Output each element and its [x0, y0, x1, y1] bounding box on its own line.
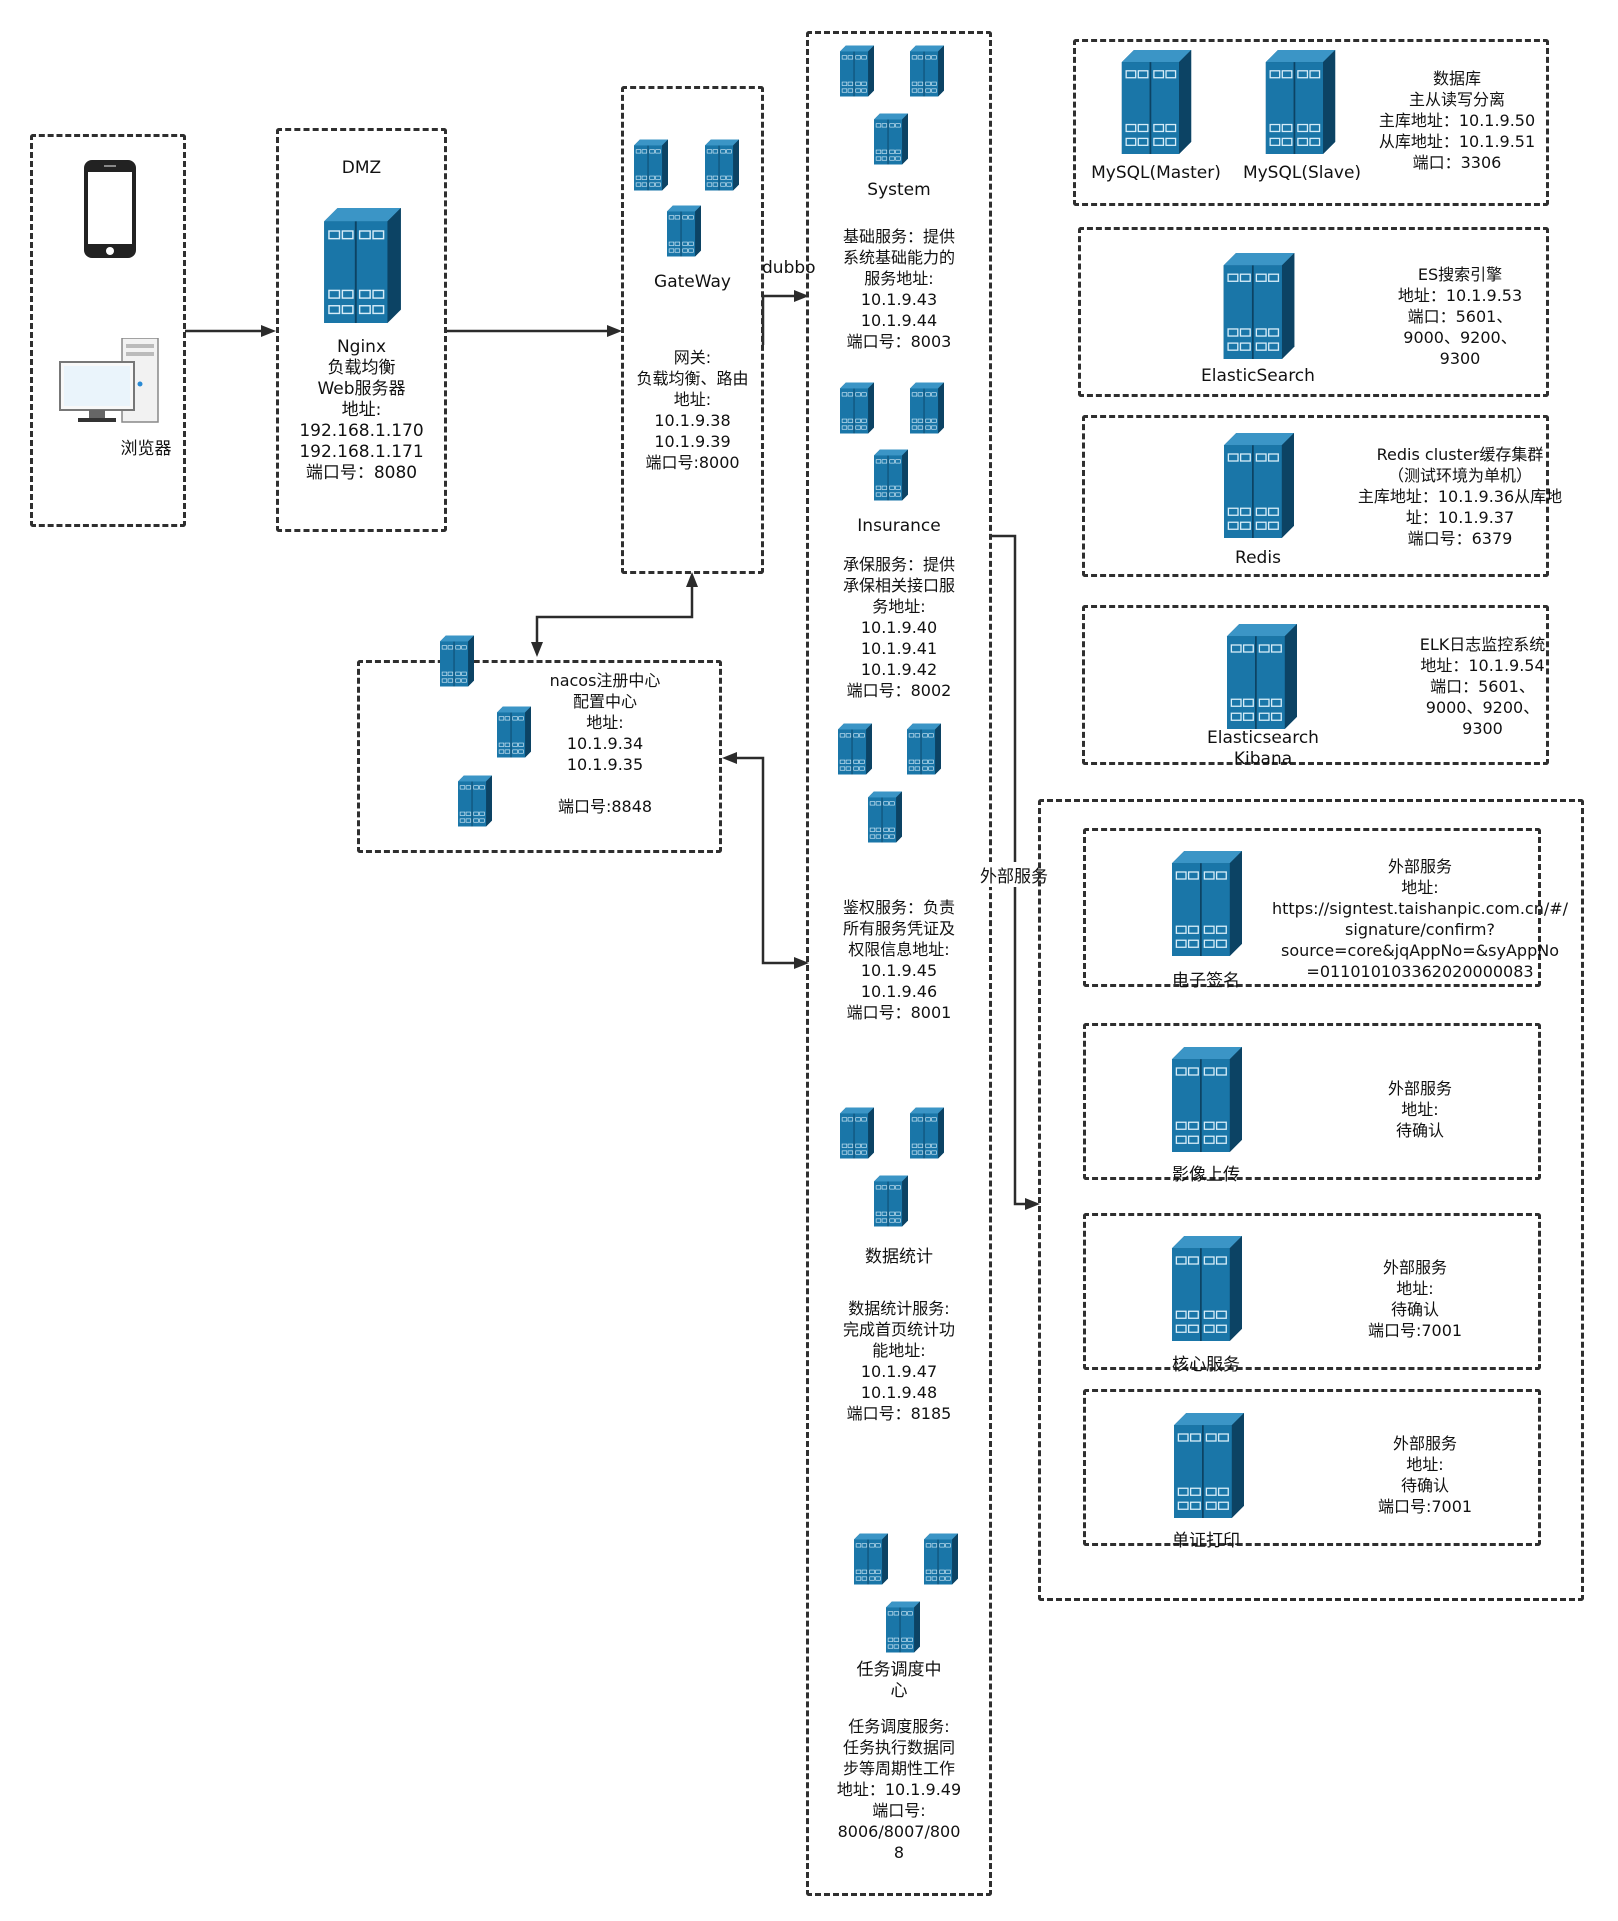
- scheduler-server-icon: [924, 1530, 958, 1588]
- insurance-server-icon: [910, 379, 944, 437]
- nacos-group: [357, 660, 722, 853]
- core-service-server-icon: [1170, 1236, 1244, 1341]
- scheduler-server-icon: [886, 1598, 920, 1656]
- elk-description: ELK日志监控系统 地址：10.1.9.54 端口：5601、 9000、920…: [1419, 635, 1546, 738]
- image-upload-server-icon: [1170, 1047, 1244, 1152]
- stats-description: 数据统计服务: 完成首页统计功 能地址: 10.1.9.47 10.1.9.48…: [842, 1299, 955, 1423]
- mysql-master-name: MySQL(Master): [1091, 163, 1221, 183]
- dubbo-label: dubbo: [762, 258, 816, 278]
- browser-label: 浏览器: [120, 439, 172, 459]
- redis-description: Redis cluster缓存集群 （测试环境为单机） 主库地址：10.1.9.…: [1357, 445, 1563, 548]
- nacos-server-icon: [497, 703, 531, 761]
- nginx-server-icon: [324, 208, 401, 323]
- system-server-icon: [910, 42, 944, 100]
- external-services-label: 外部服务: [980, 862, 1048, 887]
- gateway-name: GateWay: [654, 272, 731, 292]
- es-group: [1078, 227, 1549, 397]
- esign-description: 外部服务 地址: https://signtest.taishanpic.com…: [1271, 857, 1569, 981]
- dmz-title: DMZ: [341, 158, 382, 178]
- system-name: System: [867, 180, 931, 200]
- gateway-group: [621, 86, 764, 574]
- mobile-phone-icon: [84, 160, 136, 258]
- image-upload-name: 影像上传: [1172, 1165, 1240, 1185]
- es-server-icon: [1222, 253, 1296, 359]
- system-server-icon: [874, 110, 908, 168]
- client-group: [30, 134, 186, 527]
- services-group: [806, 31, 992, 1896]
- mysql-description: 数据库 主从读写分离 主库地址：10.1.9.50 从库地址：10.1.9.51…: [1378, 69, 1536, 172]
- scheduler-server-icon: [854, 1530, 888, 1588]
- esign-name: 电子签名: [1172, 971, 1240, 991]
- print-group: [1083, 1389, 1541, 1546]
- external-services-group: [1038, 799, 1584, 1601]
- dmz-group: [276, 128, 447, 532]
- gateway-description: 网关: 负载均衡、路由 地址: 10.1.9.38 10.1.9.39 端口号:…: [636, 348, 749, 472]
- elk-server-icon: [1225, 624, 1299, 729]
- redis-server-icon: [1222, 433, 1296, 538]
- core-service-description: 外部服务 地址: 待确认 端口号:7001: [1367, 1258, 1463, 1340]
- gateway-server-icon: [667, 202, 701, 260]
- core-service-group: [1083, 1213, 1541, 1370]
- nginx-description: Nginx 负载均衡 Web服务器 地址: 192.168.1.170 192.…: [299, 337, 424, 483]
- stats-server-icon: [874, 1172, 908, 1230]
- es-name: ElasticSearch: [1201, 366, 1315, 386]
- scheduler-description: 任务调度服务: 任务执行数据同 步等周期性工作 地址：10.1.9.49 端口号…: [836, 1717, 962, 1862]
- redis-group: [1082, 415, 1549, 577]
- insurance-server-icon: [840, 379, 874, 437]
- esign-server-icon: [1170, 851, 1244, 956]
- print-description: 外部服务 地址: 待确认 端口号:7001: [1377, 1434, 1473, 1516]
- link-nacos-auth: [736, 756, 795, 965]
- print-server-icon: [1172, 1413, 1246, 1518]
- mysql-slave-name: MySQL(Slave): [1242, 163, 1362, 183]
- auth-server-icon: [868, 788, 902, 846]
- stats-server-icon: [910, 1104, 944, 1162]
- elk-name: Elasticsearch Kibana: [1207, 728, 1319, 769]
- image-upload-description: 外部服务 地址: 待确认: [1387, 1079, 1452, 1140]
- link-gateway-nacos: [535, 586, 694, 643]
- core-service-name: 核心服务: [1172, 1355, 1240, 1375]
- es-description: ES搜索引擎 地址：10.1.9.53 端口：5601、 9000、9200、 …: [1397, 265, 1523, 368]
- system-description: 基础服务：提供 系统基础能力的 服务地址: 10.1.9.43 10.1.9.4…: [842, 227, 955, 351]
- auth-server-icon: [907, 720, 941, 778]
- gateway-server-icon: [705, 136, 739, 194]
- nacos-server-icon: [440, 632, 474, 690]
- print-name: 单证打印: [1172, 1531, 1240, 1551]
- auth-description: 鉴权服务：负责 所有服务凭证及 权限信息地址: 10.1.9.45 10.1.9…: [842, 898, 955, 1022]
- insurance-description: 承保服务：提供 承保相关接口服 务地址: 10.1.9.40 10.1.9.41…: [842, 555, 955, 700]
- mysql-group: [1073, 39, 1549, 206]
- stats-server-icon: [840, 1104, 874, 1162]
- scheduler-name: 任务调度中 心: [856, 1660, 942, 1701]
- insurance-server-icon: [874, 446, 908, 504]
- stats-name: 数据统计: [865, 1247, 933, 1267]
- mysql-master-server-icon: [1118, 50, 1195, 154]
- system-server-icon: [840, 42, 874, 100]
- nacos-server-icon: [458, 772, 492, 830]
- redis-name: Redis: [1235, 548, 1281, 568]
- image-upload-group: [1083, 1023, 1541, 1180]
- gateway-server-icon: [634, 136, 668, 194]
- link-gateway-services: [761, 294, 795, 345]
- auth-server-icon: [838, 720, 872, 778]
- esign-group: [1083, 828, 1541, 987]
- nacos-description: nacos注册中心 配置中心 地址: 10.1.9.34 10.1.9.35 端…: [549, 671, 661, 816]
- elk-group: [1082, 605, 1549, 765]
- desktop-computer-icon: [59, 338, 159, 423]
- mysql-slave-server-icon: [1262, 50, 1339, 154]
- insurance-name: Insurance: [857, 516, 941, 536]
